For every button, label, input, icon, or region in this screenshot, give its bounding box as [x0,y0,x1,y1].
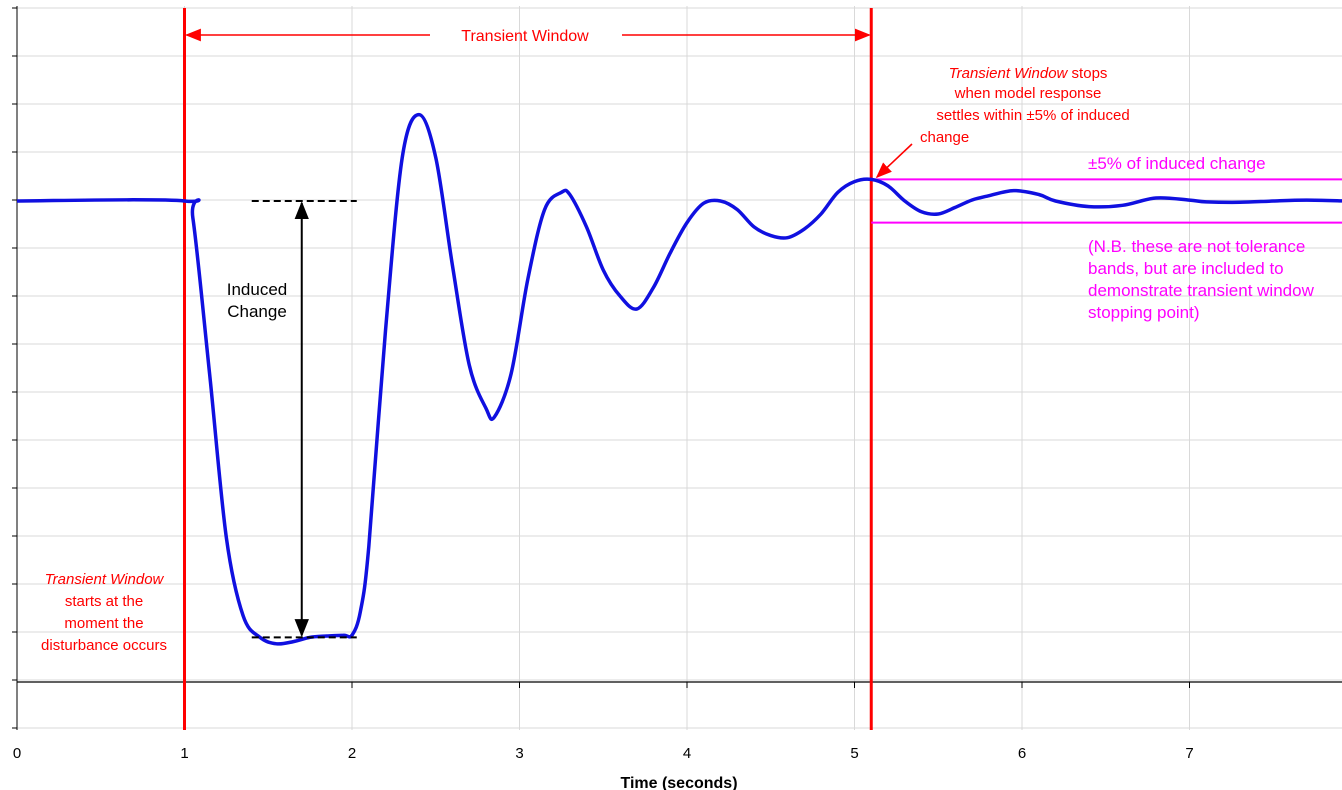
x-tick-label: 4 [683,745,691,762]
nb-note-line1: (N.B. these are not tolerance [1088,237,1305,256]
transient-window-label: Transient Window [461,28,589,45]
x-axis: 0 1 2 3 4 5 6 7 [12,6,1342,762]
x-tick-label: 3 [515,745,523,762]
start-note-line2: starts at the [65,593,143,610]
start-note-line1: Transient Window [45,571,165,588]
stop-note-line3: settles within ±5% of induced [936,107,1129,124]
nb-note-line2: bands, but are included to [1088,259,1284,278]
start-note-line4: disturbance occurs [41,637,167,654]
stop-note-line4: change [920,129,969,146]
band-label: ±5% of induced change [1088,154,1266,173]
stop-pointer-arrow [875,143,913,179]
series-line [16,112,1342,646]
induced-change-label-line2: Change [227,302,287,321]
x-axis-title: Time (seconds) [620,775,737,790]
x-tick-label: 6 [1018,745,1026,762]
induced-change-label-line1: Induced [227,280,288,299]
nb-note-line3: demonstrate transient window [1088,281,1315,300]
grid [16,6,1342,730]
x-tick-label: 2 [348,745,356,762]
x-tick-label: 7 [1185,745,1193,762]
x-tick-label: 1 [180,745,188,762]
x-tick-label: 5 [850,745,858,762]
nb-note-line4: stopping point) [1088,303,1200,322]
stop-note-line2: when model response [954,85,1102,102]
start-note-line3: moment the [64,615,143,632]
x-tick-label: 0 [13,745,21,762]
stop-note-line1: Transient Window stops [949,65,1108,82]
